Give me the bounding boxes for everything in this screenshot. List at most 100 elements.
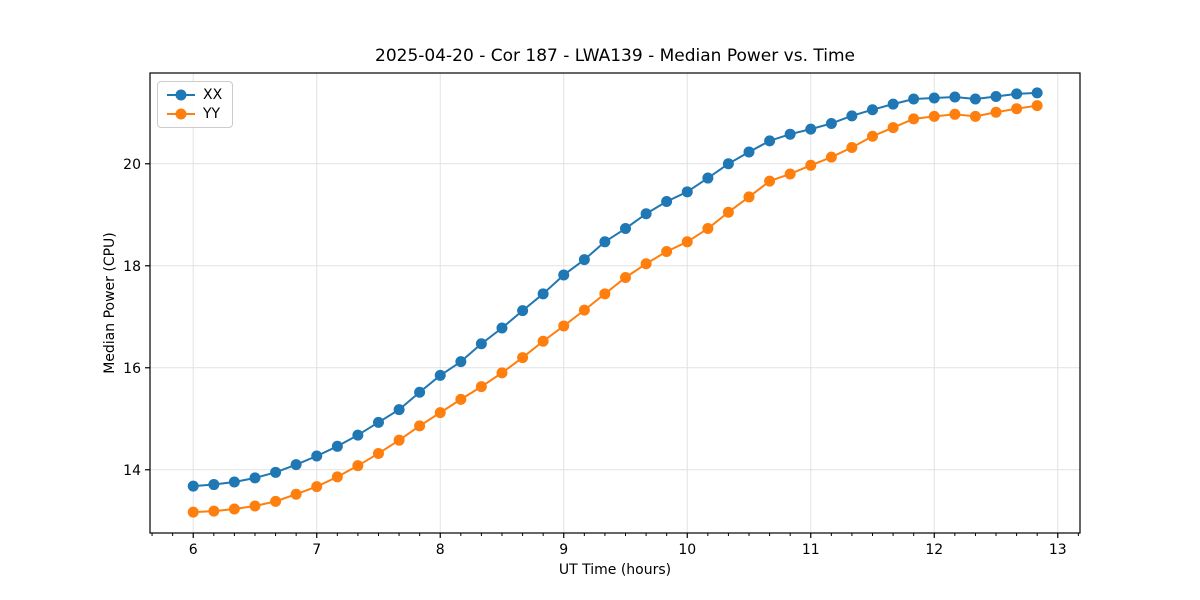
x-tick-label: 6	[189, 542, 198, 558]
series-XX-marker	[434, 369, 446, 381]
series-XX-marker	[805, 123, 817, 135]
series-XX-marker	[414, 386, 426, 398]
x-axis-label: UT Time (hours)	[558, 562, 672, 578]
series-XX-marker	[187, 480, 199, 492]
series-XX-marker	[331, 440, 343, 452]
series-XX-line	[193, 91, 1038, 488]
legend-label: YY	[203, 106, 221, 122]
series-XX-marker	[372, 416, 384, 428]
series-XX-marker	[640, 208, 652, 220]
series-XX-marker	[558, 269, 570, 281]
series-YY-marker	[352, 460, 364, 472]
series-XX-marker	[208, 479, 220, 491]
series-XX-marker	[825, 117, 837, 129]
series-XX-marker	[969, 93, 981, 105]
series-XX-marker	[784, 128, 796, 140]
series-YY-marker	[331, 471, 343, 483]
series-XX-marker	[496, 322, 508, 334]
legend-swatch-YY	[167, 108, 195, 120]
series-XX-marker	[990, 90, 1002, 102]
series-YY-marker	[599, 288, 611, 300]
series-XX-marker	[599, 236, 611, 248]
series-YY-marker	[969, 110, 981, 122]
series-XX-marker	[928, 92, 940, 104]
y-tick-label: 18	[123, 259, 141, 275]
series-XX-marker	[393, 404, 405, 416]
gridlines	[150, 73, 1080, 533]
series-XX-marker	[475, 338, 487, 350]
x-tick-label: 7	[312, 542, 321, 558]
series-YY-marker	[661, 245, 673, 257]
series-YY-marker	[764, 175, 776, 187]
series-YY-marker	[187, 506, 199, 518]
legend-label: XX	[203, 87, 223, 103]
series-YY-marker	[270, 495, 282, 507]
series-YY-marker	[619, 272, 631, 284]
series-YY-marker	[908, 113, 920, 125]
series-XX-marker	[537, 288, 549, 300]
legend-item-YY: YY	[166, 106, 222, 122]
chart-title: 2025-04-20 - Cor 187 - LWA139 - Median P…	[375, 46, 855, 66]
series-YY-marker	[311, 481, 323, 493]
series-YY-marker	[681, 236, 693, 248]
series-XX-marker	[722, 158, 734, 170]
series-XX-marker	[702, 172, 714, 184]
series-XX-marker	[743, 146, 755, 158]
series-YY-marker	[228, 503, 240, 515]
series-YY-marker	[208, 505, 220, 517]
series-YY-marker	[722, 206, 734, 218]
series-XX-marker	[1011, 88, 1023, 100]
legend: XX YY	[157, 81, 234, 128]
series-YY-marker	[496, 367, 508, 379]
series-YY-marker	[578, 304, 590, 316]
series-YY-marker	[867, 130, 879, 142]
series-XX-marker	[249, 472, 261, 484]
x-tick-label: 12	[925, 542, 943, 558]
series-YY-line	[193, 104, 1038, 514]
series-XX-marker	[352, 429, 364, 441]
series-YY-marker	[702, 223, 714, 235]
x-tick-label: 8	[436, 542, 445, 558]
axes-spines	[149, 72, 1081, 534]
y-tick-label: 16	[123, 361, 141, 377]
series-YY-marker	[393, 434, 405, 446]
series-XX-marker	[887, 98, 899, 110]
series-YY-marker	[990, 106, 1002, 118]
series-YY-marker	[517, 352, 529, 364]
series-XX-marker	[908, 93, 920, 105]
series-YY-marker	[887, 122, 899, 134]
series-YY-marker	[784, 168, 796, 180]
series-XX-marker	[764, 135, 776, 147]
series-YY-marker	[1031, 100, 1043, 112]
series-YY-marker	[846, 141, 858, 153]
series-YY-marker	[928, 110, 940, 122]
series-XX-marker	[455, 356, 467, 368]
series-XX-marker	[949, 91, 961, 103]
series-XX-marker	[846, 110, 858, 122]
series-XX-marker	[661, 196, 673, 208]
series-YY-marker	[249, 500, 261, 512]
legend-item-XX: XX	[166, 87, 222, 103]
x-tick-label: 13	[1049, 542, 1067, 558]
y-tick-label: 14	[123, 463, 141, 479]
series-YY-marker	[805, 159, 817, 171]
y-axis-label: Median Power (CPU)	[102, 232, 118, 374]
series-YY-marker	[640, 258, 652, 270]
x-tick-label: 10	[678, 542, 696, 558]
series-YY-marker	[434, 407, 446, 419]
series-XX-marker	[290, 459, 302, 471]
series-YY-marker	[475, 381, 487, 393]
x-tick-label: 9	[559, 542, 568, 558]
series-YY-marker	[455, 393, 467, 405]
legend-swatch-XX	[167, 89, 195, 101]
series-XX-marker	[517, 305, 529, 317]
series-XX-marker	[681, 186, 693, 198]
series-YY-marker	[825, 151, 837, 163]
series-YY-marker	[743, 191, 755, 203]
series-XX-marker	[270, 466, 282, 478]
series-YY-marker	[949, 108, 961, 120]
series-YY-marker	[372, 447, 384, 459]
series-XX-marker	[311, 450, 323, 462]
series-YY-marker	[558, 320, 570, 332]
